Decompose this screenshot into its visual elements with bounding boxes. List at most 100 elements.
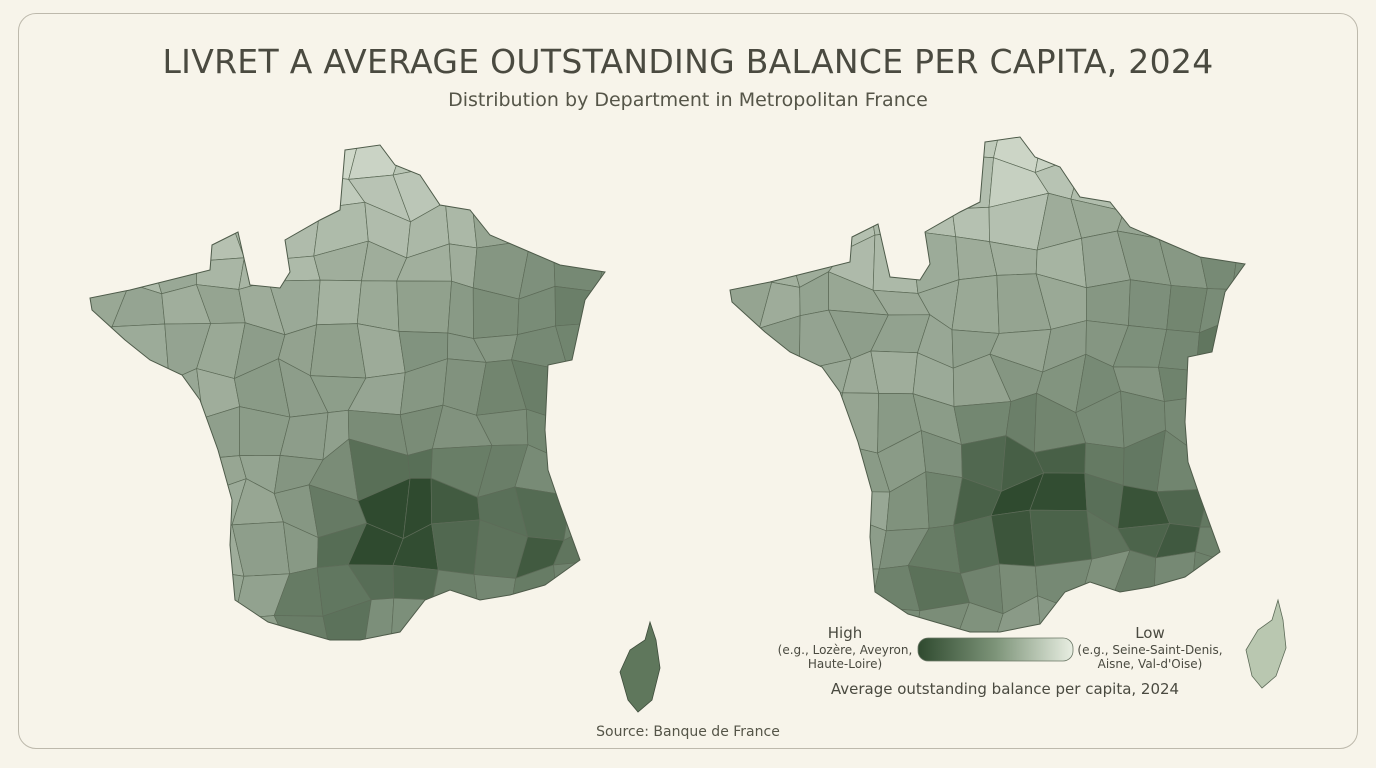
department (599, 481, 605, 524)
department (749, 477, 812, 517)
department (1239, 206, 1245, 239)
department (752, 510, 812, 570)
department (951, 155, 994, 210)
department (241, 145, 272, 179)
map-left (70, 144, 606, 701)
department (309, 323, 367, 379)
department (992, 595, 1042, 632)
department (156, 651, 212, 691)
department (596, 282, 605, 334)
department (870, 164, 928, 210)
department (110, 564, 168, 621)
department (592, 162, 605, 205)
department (596, 245, 605, 293)
department (316, 279, 362, 326)
department (157, 368, 204, 419)
department (1243, 486, 1245, 533)
department (846, 152, 875, 210)
department (150, 162, 195, 220)
department (90, 237, 130, 294)
department (788, 203, 851, 250)
department (1231, 269, 1245, 324)
legend-title: Average outstanding balance per capita, … (830, 680, 1180, 698)
title: LIVRET A AVERAGE OUTSTANDING BALANCE PER… (162, 42, 1214, 81)
department (831, 490, 891, 532)
department (196, 257, 245, 290)
department (329, 648, 362, 693)
department (592, 145, 605, 166)
department (168, 496, 203, 532)
department (469, 611, 527, 640)
department (164, 616, 212, 640)
department (356, 323, 406, 379)
department (513, 653, 567, 701)
department (759, 354, 812, 415)
department (206, 646, 249, 689)
department (447, 280, 474, 339)
department (1247, 314, 1287, 367)
department (1128, 279, 1172, 330)
department (362, 597, 395, 640)
department (554, 651, 600, 689)
department (554, 285, 605, 327)
department (269, 145, 322, 176)
department (164, 568, 208, 621)
department (549, 145, 601, 175)
department (125, 412, 159, 457)
corsica-left (619, 620, 661, 713)
map-right (729, 136, 1287, 633)
department (1194, 396, 1245, 452)
department (747, 152, 795, 209)
department (431, 519, 481, 575)
department (118, 201, 159, 256)
department (125, 237, 163, 295)
department (90, 210, 127, 259)
department (799, 555, 842, 609)
department (874, 137, 928, 170)
department (870, 350, 918, 395)
department (914, 137, 969, 166)
department (193, 217, 245, 262)
department (90, 489, 130, 532)
source: Source: Banque de France (596, 724, 780, 740)
department (601, 321, 605, 381)
department (553, 604, 605, 640)
department (112, 489, 170, 531)
department (1199, 486, 1245, 528)
department (551, 417, 593, 456)
department (1158, 366, 1197, 402)
department (1199, 288, 1245, 334)
department (730, 327, 761, 356)
department (166, 530, 203, 577)
department (591, 419, 605, 451)
department (730, 198, 757, 251)
department (553, 561, 605, 608)
department (268, 255, 321, 282)
department (125, 444, 170, 498)
department (802, 442, 841, 492)
legend-gradient (917, 637, 1074, 662)
department (591, 378, 605, 422)
subtitle: Distribution by Department in Metropolit… (448, 89, 928, 111)
department (470, 653, 526, 701)
department (154, 444, 204, 499)
department (1123, 158, 1161, 212)
department (90, 367, 131, 422)
department (246, 646, 291, 699)
department (90, 168, 120, 218)
department (90, 145, 119, 178)
department (730, 155, 757, 201)
department (1082, 137, 1128, 160)
department (448, 243, 478, 289)
department (730, 552, 770, 599)
department (442, 145, 485, 169)
department (1150, 203, 1198, 242)
department (472, 161, 529, 211)
department (70, 646, 127, 700)
department (356, 280, 400, 332)
department (467, 145, 521, 169)
department (1086, 279, 1131, 326)
department (730, 510, 770, 570)
department (828, 568, 880, 609)
